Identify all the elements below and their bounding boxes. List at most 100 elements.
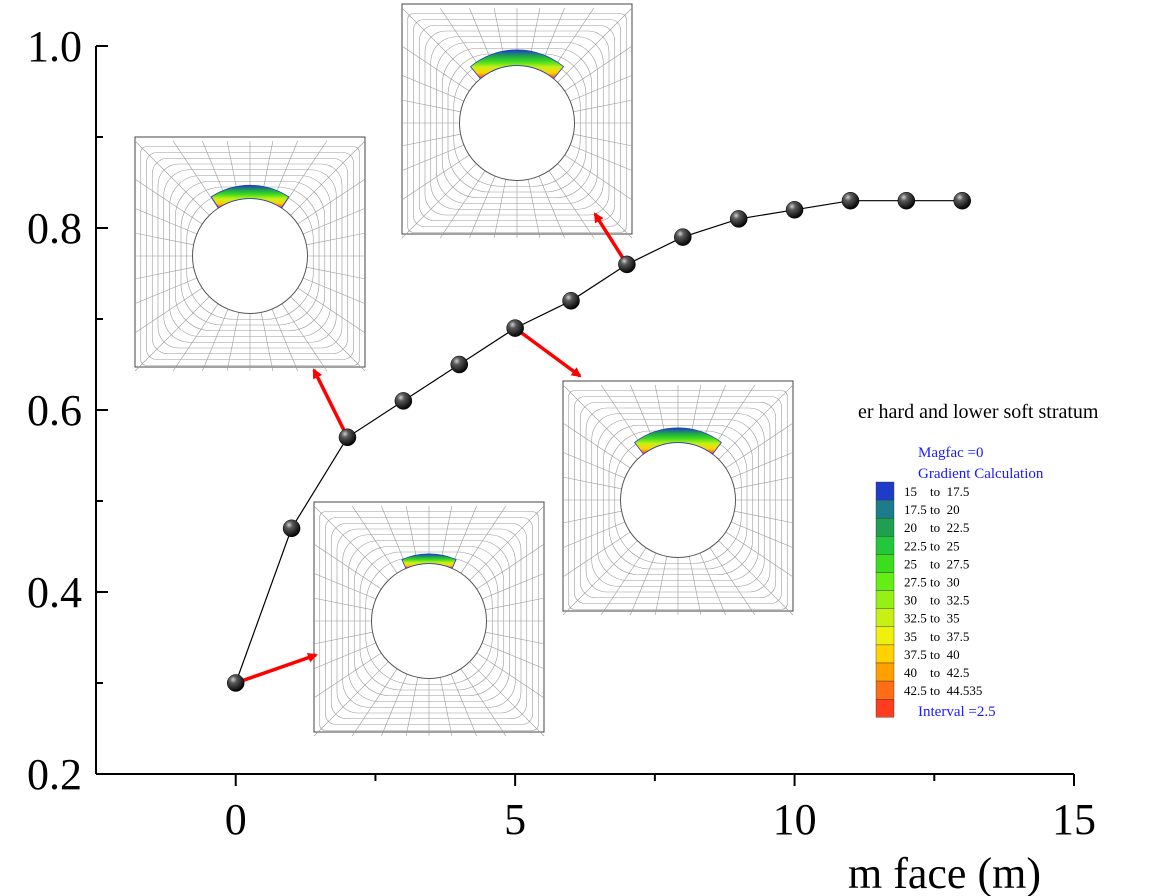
mesh-line <box>600 547 647 616</box>
red-arrow <box>312 368 350 439</box>
mesh-line <box>351 668 398 737</box>
legend-entry-label: 22.5 to 25 <box>904 538 960 553</box>
mesh-line <box>271 309 298 372</box>
mesh-line <box>570 144 633 171</box>
mesh-line <box>134 277 197 304</box>
mesh-line <box>557 7 633 83</box>
mesh-line <box>281 303 328 372</box>
mesh-line <box>538 176 565 239</box>
mesh-ring <box>359 551 499 691</box>
mesh-line <box>493 179 507 239</box>
mesh-line <box>303 208 366 235</box>
mesh-line <box>134 208 197 235</box>
mesh-line <box>401 133 461 147</box>
legend-entry-label: 20 to 22.5 <box>904 520 969 535</box>
mesh-line <box>303 277 366 304</box>
mesh-ring <box>157 163 343 349</box>
legend-calc: Gradient Calculation <box>918 466 1044 482</box>
mesh-ring <box>163 169 337 343</box>
mesh-line <box>313 543 382 590</box>
legend-entry-label: 37.5 to 40 <box>904 647 960 662</box>
legend-swatch <box>875 680 895 700</box>
mesh-line <box>172 303 219 372</box>
mesh-line <box>688 556 702 616</box>
mesh-line <box>562 476 622 490</box>
mesh-line <box>381 674 408 737</box>
series-stratum <box>226 191 971 692</box>
mesh-line <box>134 266 194 280</box>
mesh-line <box>482 573 545 600</box>
mesh-line <box>527 179 541 239</box>
mesh-line <box>134 140 210 216</box>
tunnel-opening <box>371 563 487 679</box>
legend-entry-label: 25 to 27.5 <box>904 556 969 571</box>
data-point <box>897 191 916 210</box>
mesh-line <box>718 384 794 460</box>
red-arrow <box>514 326 582 378</box>
red-arrow <box>235 652 318 685</box>
mesh-line <box>557 163 633 239</box>
mesh-line <box>562 510 622 524</box>
legend-swatch <box>875 499 895 519</box>
mesh-line <box>476 652 545 699</box>
mesh-line <box>709 547 756 616</box>
mesh-line <box>562 422 631 469</box>
mesh-ring <box>319 511 539 731</box>
mesh-ring <box>597 419 759 581</box>
legend-magfac: Magfac =0 <box>918 445 984 461</box>
mesh-ring <box>174 180 326 332</box>
mesh-ring <box>602 424 754 576</box>
mesh-ring <box>353 545 505 697</box>
mesh-line <box>562 531 631 578</box>
mesh-line <box>313 652 382 699</box>
mesh-line <box>313 661 389 737</box>
plastic-zone <box>469 49 565 80</box>
mesh-line <box>439 170 486 239</box>
legend-entry-label: 27.5 to 30 <box>904 575 960 590</box>
mesh-ring <box>330 522 528 720</box>
data-point <box>618 255 636 274</box>
data-point <box>562 292 580 310</box>
mesh-ring <box>441 47 593 199</box>
y-tick-label: 0.6 <box>27 386 82 435</box>
legend-swatch <box>875 590 895 609</box>
mesh-ring <box>342 534 516 708</box>
mesh-line <box>562 452 625 479</box>
data-point <box>785 201 804 219</box>
legend-entry-label: 35 to 37.5 <box>904 629 969 644</box>
mesh-ring <box>574 396 782 604</box>
plastic-zone <box>634 427 722 455</box>
mesh-line <box>260 312 274 372</box>
legend-entry-label: 40 to 42.5 <box>904 665 969 680</box>
mesh-line <box>313 505 389 581</box>
mesh-line <box>381 505 408 568</box>
mesh-line <box>469 505 545 581</box>
mesh-line <box>313 573 376 600</box>
mesh-line <box>313 631 373 645</box>
mesh-line <box>654 556 668 616</box>
legend-swatch <box>875 518 895 537</box>
legend-title: er hard and lower soft stratum <box>858 401 1099 423</box>
data-point <box>953 191 971 210</box>
inset-x7 <box>401 3 633 239</box>
mesh-ring <box>424 30 610 216</box>
mesh-line <box>306 266 366 280</box>
mesh-line <box>725 422 794 469</box>
x-axis-ticks: 0 5 10 15 <box>225 774 1096 844</box>
mesh-line <box>450 505 477 568</box>
mesh-insets <box>134 3 794 737</box>
series-line <box>235 200 963 684</box>
data-point <box>226 674 245 692</box>
mesh-line <box>226 312 240 372</box>
inset-x5 <box>562 380 794 616</box>
x-tick-label: 0 <box>225 795 247 844</box>
mesh-line <box>485 597 545 611</box>
mesh-line <box>401 144 464 171</box>
red-arrow <box>593 212 629 266</box>
data-point <box>729 210 748 228</box>
data-point <box>506 319 524 337</box>
mesh-line <box>297 287 366 334</box>
mesh-ring <box>436 42 598 204</box>
mesh-line <box>570 75 633 102</box>
data-point <box>394 392 413 410</box>
